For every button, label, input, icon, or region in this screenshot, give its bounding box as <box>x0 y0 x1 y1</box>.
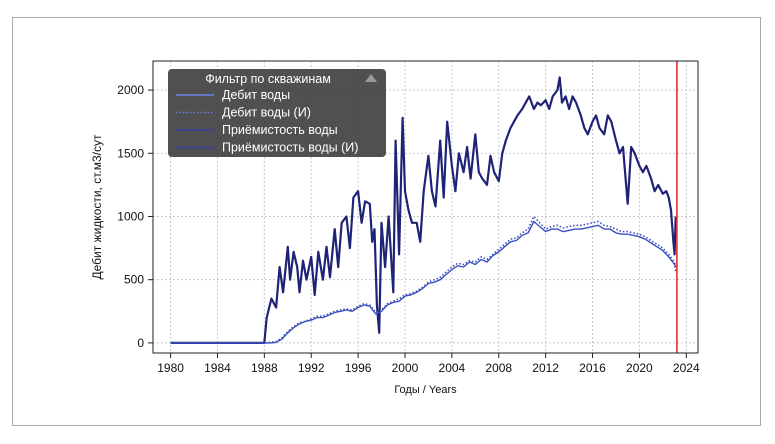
x-tick-label: 1988 <box>251 361 278 375</box>
x-axis-title: Годы / Years <box>394 384 457 396</box>
legend-item[interactable]: Дебит воды (И) <box>176 106 311 120</box>
x-tick-label: 2000 <box>392 361 419 375</box>
x-tick-label: 2024 <box>673 361 700 375</box>
x-tick-label: 2020 <box>626 361 653 375</box>
legend-title[interactable]: Фильтр по скважинам <box>205 72 331 86</box>
x-tick-label: 2012 <box>532 361 559 375</box>
series-line <box>170 76 677 344</box>
x-tick-label: 1980 <box>157 361 184 375</box>
chart-frame: 1980 1984 1988 1992 1996 2000 2004 2008 2012 2016… <box>12 17 761 426</box>
legend-label: Дебит воды <box>222 88 290 102</box>
legend-label: Дебит воды (И) <box>222 106 311 120</box>
legend-label: Приёмистость воды (И) <box>222 141 358 155</box>
series-line <box>170 220 677 344</box>
y-tick-label: 1000 <box>117 209 144 223</box>
x-tick-label: 1984 <box>204 361 231 375</box>
legend-entries: Дебит воды Дебит воды (И) Приёмистость вод… <box>176 88 358 155</box>
x-axis-ticks: 1980 1984 1988 1992 1996 2000 2004 2008 2012 2016… <box>157 353 700 375</box>
legend-item[interactable]: Приёмистость воды <box>176 123 338 137</box>
x-tick-label: 1996 <box>345 361 372 375</box>
series-line <box>170 215 677 344</box>
plot-border <box>152 60 699 354</box>
y-axis-title: Дебит жидкости, ст.м3/сут <box>90 134 104 279</box>
y-tick-label: 0 <box>137 336 144 350</box>
y-axis-ticks: 0 500 1000 1500 2000 <box>117 83 153 350</box>
collapse-triangle-icon[interactable] <box>365 74 377 82</box>
x-tick-label: 1992 <box>298 361 325 375</box>
legend-item[interactable]: Дебит воды <box>176 88 290 102</box>
x-tick-label: 2004 <box>439 361 466 375</box>
x-tick-label: 2016 <box>579 361 606 375</box>
x-tick-label: 2008 <box>485 361 512 375</box>
legend-label: Приёмистость воды <box>222 123 338 137</box>
y-tick-label: 1500 <box>117 146 144 160</box>
y-tick-label: 2000 <box>117 83 144 97</box>
y-tick-label: 500 <box>124 273 144 287</box>
legend-background <box>168 69 386 157</box>
chart-svg: 1980 1984 1988 1992 1996 2000 2004 2008 2012 2016… <box>90 60 700 396</box>
series-group <box>170 76 677 344</box>
legend-item[interactable]: Приёмистость воды (И) <box>176 141 358 155</box>
